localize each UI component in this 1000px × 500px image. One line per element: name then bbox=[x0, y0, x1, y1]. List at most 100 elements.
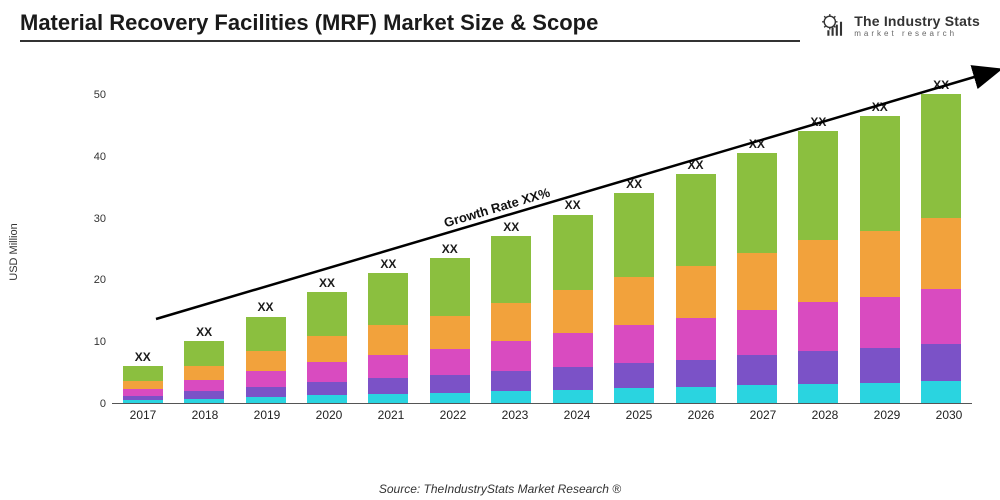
bar-segment bbox=[246, 387, 286, 397]
bar-value-label: XX bbox=[196, 325, 212, 339]
stacked-bar bbox=[307, 292, 347, 403]
stacked-bar bbox=[676, 174, 716, 403]
x-axis-labels: 2017201820192020202120222023202420252026… bbox=[112, 408, 980, 422]
bar-value-label: XX bbox=[503, 220, 519, 234]
x-tick-label: 2022 bbox=[430, 408, 476, 422]
bar-segment bbox=[123, 400, 163, 403]
stacked-bar bbox=[246, 316, 286, 403]
x-tick-label: 2024 bbox=[554, 408, 600, 422]
bar-value-label: XX bbox=[135, 350, 151, 364]
bar-segment bbox=[307, 336, 347, 362]
bar-segment bbox=[860, 348, 900, 382]
bar-segment bbox=[737, 253, 777, 311]
bar-segment bbox=[430, 349, 470, 375]
y-tick: 40 bbox=[94, 151, 106, 163]
y-tick: 30 bbox=[94, 213, 106, 225]
x-tick-label: 2017 bbox=[120, 408, 166, 422]
bar-segment bbox=[307, 292, 347, 337]
bar-segment bbox=[614, 277, 654, 325]
stacked-bar bbox=[614, 193, 654, 403]
x-tick-label: 2029 bbox=[864, 408, 910, 422]
chart-title: Material Recovery Facilities (MRF) Marke… bbox=[20, 10, 800, 42]
logo-sub: market research bbox=[854, 30, 980, 38]
bar-value-label: XX bbox=[442, 242, 458, 256]
bar-segment bbox=[921, 94, 961, 218]
bar-segment bbox=[368, 273, 408, 325]
bar-segment bbox=[614, 325, 654, 363]
stacked-bar bbox=[553, 214, 593, 403]
bar-value-label: XX bbox=[626, 177, 642, 191]
bar-segment bbox=[368, 394, 408, 403]
bar-value-label: XX bbox=[933, 78, 949, 92]
bar-segment bbox=[921, 344, 961, 381]
brand-logo: The Industry Stats market research bbox=[820, 10, 980, 40]
bar-segment bbox=[798, 240, 838, 303]
gear-chart-icon bbox=[820, 12, 848, 40]
bar-segment bbox=[491, 371, 531, 391]
y-tick: 50 bbox=[94, 89, 106, 101]
header: Material Recovery Facilities (MRF) Marke… bbox=[20, 10, 980, 42]
bar-column: XX bbox=[611, 177, 657, 403]
bar-segment bbox=[246, 371, 286, 387]
x-tick-label: 2020 bbox=[306, 408, 352, 422]
bar-segment bbox=[676, 360, 716, 387]
bar-column: XX bbox=[673, 158, 719, 403]
bar-value-label: XX bbox=[687, 158, 703, 172]
bar-segment bbox=[860, 297, 900, 349]
bar-segment bbox=[921, 289, 961, 345]
bar-segment bbox=[184, 341, 224, 366]
bar-segment bbox=[553, 215, 593, 290]
bar-column: XX bbox=[120, 350, 166, 403]
source-footer: Source: TheIndustryStats Market Research… bbox=[0, 482, 1000, 496]
bar-segment bbox=[430, 375, 470, 392]
bar-segment bbox=[246, 351, 286, 371]
bar-segment bbox=[368, 378, 408, 394]
bars-group: XXXXXXXXXXXXXXXXXXXXXXXXXXXX bbox=[112, 64, 972, 404]
bar-value-label: XX bbox=[319, 276, 335, 290]
bar-segment bbox=[123, 366, 163, 381]
y-tick: 20 bbox=[94, 274, 106, 286]
stacked-bar bbox=[921, 94, 961, 403]
bar-segment bbox=[430, 393, 470, 403]
bar-segment bbox=[246, 317, 286, 352]
stacked-bar bbox=[368, 273, 408, 403]
bar-column: XX bbox=[734, 137, 780, 403]
bar-segment bbox=[491, 341, 531, 371]
bar-segment bbox=[798, 384, 838, 403]
x-tick-label: 2021 bbox=[368, 408, 414, 422]
y-axis: 01020304050 bbox=[72, 64, 112, 404]
y-tick: 10 bbox=[94, 336, 106, 348]
stacked-bar bbox=[123, 366, 163, 403]
plot: 01020304050 XXXXXXXXXXXXXXXXXXXXXXXXXXXX… bbox=[72, 64, 972, 404]
bar-column: XX bbox=[304, 276, 350, 403]
x-tick-label: 2018 bbox=[182, 408, 228, 422]
bar-segment bbox=[430, 258, 470, 316]
bar-value-label: XX bbox=[810, 115, 826, 129]
stacked-bar bbox=[184, 341, 224, 403]
bar-segment bbox=[921, 381, 961, 403]
y-tick: 0 bbox=[100, 398, 106, 410]
bar-segment bbox=[491, 236, 531, 303]
bar-column: XX bbox=[427, 242, 473, 403]
bar-column: XX bbox=[550, 198, 596, 403]
bar-segment bbox=[860, 383, 900, 403]
bar-segment bbox=[184, 399, 224, 403]
bar-segment bbox=[676, 174, 716, 265]
x-tick-label: 2027 bbox=[740, 408, 786, 422]
bar-segment bbox=[553, 367, 593, 390]
bar-segment bbox=[184, 366, 224, 380]
bar-value-label: XX bbox=[872, 100, 888, 114]
logo-text: The Industry Stats market research bbox=[854, 14, 980, 38]
stacked-bar bbox=[798, 131, 838, 403]
bar-segment bbox=[798, 351, 838, 384]
x-tick-label: 2019 bbox=[244, 408, 290, 422]
bar-segment bbox=[491, 391, 531, 403]
bar-column: XX bbox=[365, 257, 411, 403]
bar-segment bbox=[368, 325, 408, 355]
x-tick-label: 2025 bbox=[616, 408, 662, 422]
x-tick-label: 2030 bbox=[926, 408, 972, 422]
logo-main: The Industry Stats bbox=[854, 14, 980, 28]
bar-segment bbox=[553, 290, 593, 333]
bar-segment bbox=[184, 380, 224, 391]
bar-segment bbox=[676, 266, 716, 319]
